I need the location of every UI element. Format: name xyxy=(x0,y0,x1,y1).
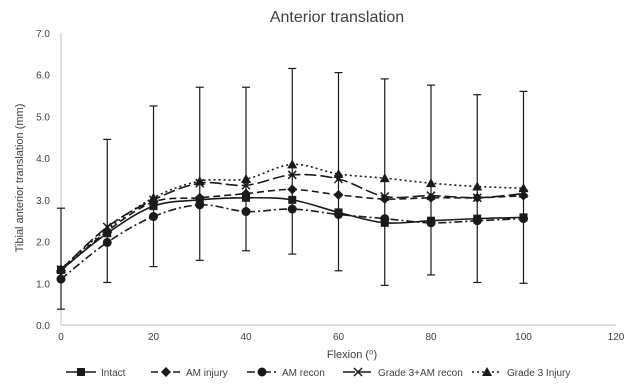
series-marker xyxy=(287,159,298,169)
series-marker xyxy=(426,191,436,201)
legend-label: Grade 3+AM recon xyxy=(378,368,463,379)
series-marker xyxy=(518,190,529,201)
series-marker xyxy=(241,174,251,183)
series-marker xyxy=(56,274,66,284)
series-marker xyxy=(518,183,529,193)
x-tick-label: 40 xyxy=(240,332,252,343)
series-marker xyxy=(334,209,343,219)
series-marker xyxy=(102,224,113,234)
series-marker xyxy=(426,192,436,203)
series-marker xyxy=(149,212,158,222)
y-tick-label: 7.0 xyxy=(36,29,50,40)
series-marker xyxy=(287,204,297,214)
legend-marker xyxy=(482,367,492,376)
y-tick-label: 5.0 xyxy=(36,112,50,123)
series-marker xyxy=(519,214,528,224)
legend-marker xyxy=(77,368,85,376)
x-tick-label: 120 xyxy=(608,332,625,343)
series-marker xyxy=(148,192,159,202)
legend: Intact AM injury AM recon Grade 3+AM recon G… xyxy=(66,367,570,379)
x-axis-label: Flexion (⁰) xyxy=(327,349,377,361)
series-marker xyxy=(102,237,112,247)
legend-marker xyxy=(353,367,363,377)
series-marker xyxy=(287,184,298,195)
series-marker xyxy=(333,189,344,200)
series-marker xyxy=(195,200,205,210)
legend-label: AM recon xyxy=(282,368,325,379)
y-tick-label: 0.0 xyxy=(36,321,50,332)
series-marker xyxy=(56,263,66,273)
legend-marker xyxy=(161,367,171,377)
x-tick-label: 60 xyxy=(333,332,345,343)
series-marker xyxy=(194,176,205,186)
legend-label: Grade 3 Injury xyxy=(507,368,570,379)
legend-label: AM injury xyxy=(186,368,228,379)
series-marker xyxy=(333,168,344,178)
x-tick-label: 80 xyxy=(425,332,437,343)
series-marker xyxy=(472,193,482,203)
series-marker xyxy=(379,173,390,183)
x-tick-label: 0 xyxy=(58,332,64,343)
chart-title: Anterior translation xyxy=(270,9,404,26)
series-marker xyxy=(472,216,482,226)
legend-marker xyxy=(257,367,267,377)
x-tick-label: 100 xyxy=(515,332,532,343)
y-tick-label: 1.0 xyxy=(36,279,50,290)
y-tick-label: 4.0 xyxy=(36,154,50,165)
series-marker xyxy=(380,214,390,224)
series-marker xyxy=(380,191,390,202)
y-axis-label: Tibial anterior translation (mm) xyxy=(14,104,26,253)
y-tick-label: 6.0 xyxy=(36,71,50,82)
x-tick-label: 20 xyxy=(148,332,160,343)
series-marker xyxy=(472,181,483,191)
plot-area: 0.0 1.0 2.0 3.0 4.0 5.0 6.0 7.0 0 20 40 60 80 100 120 xyxy=(36,29,625,343)
series-marker xyxy=(288,195,297,204)
legend-label: Intact xyxy=(101,368,126,379)
series-marker xyxy=(426,178,436,188)
series-marker xyxy=(287,170,297,180)
series-marker xyxy=(194,192,205,203)
series-line xyxy=(60,204,524,280)
series-marker xyxy=(241,188,251,199)
series-marker xyxy=(241,207,251,217)
y-tick-label: 3.0 xyxy=(36,196,50,207)
y-tick-label: 2.0 xyxy=(36,238,50,249)
series-marker xyxy=(426,218,436,228)
